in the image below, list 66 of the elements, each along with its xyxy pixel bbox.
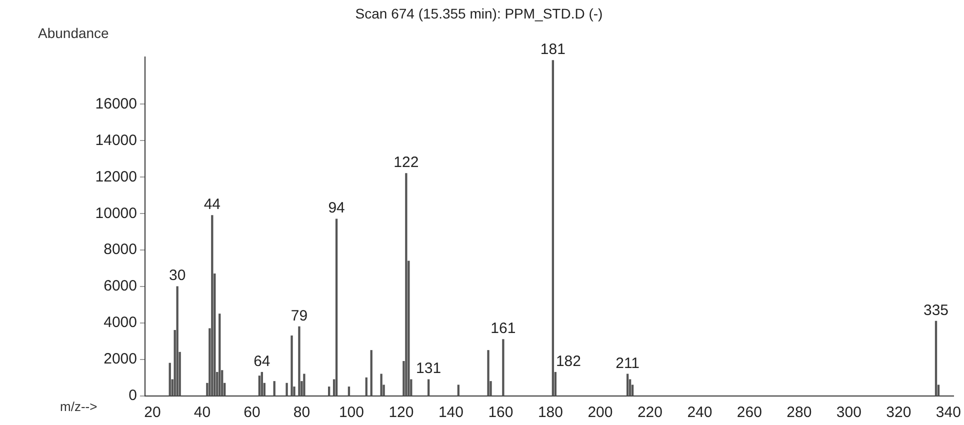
x-tick-label: 180 <box>538 404 563 422</box>
annotation: 44 <box>204 196 221 214</box>
x-tick-label: 220 <box>637 404 662 422</box>
x-tick-label: 300 <box>836 404 862 422</box>
x-tick-label: 140 <box>438 404 464 422</box>
bar <box>286 382 288 396</box>
bar <box>380 374 382 396</box>
y-tick-label: 14000 <box>95 132 137 149</box>
bar <box>211 215 214 396</box>
bar <box>328 386 330 396</box>
bar <box>502 339 504 396</box>
x-tick-label: 340 <box>936 404 961 422</box>
y-tick-label: 12000 <box>95 168 137 186</box>
bar <box>626 374 629 396</box>
bar <box>405 173 408 396</box>
annotation: 182 <box>556 352 581 370</box>
annotation: 64 <box>254 352 270 370</box>
bar <box>552 60 554 396</box>
annotation: 181 <box>540 41 566 58</box>
x-axis-title: m/z--> <box>60 399 98 414</box>
annotation: 122 <box>394 154 419 172</box>
x-tick-label: 280 <box>786 404 812 422</box>
x-tick-label: 20 <box>144 404 161 422</box>
bar <box>427 379 430 396</box>
annotation: 94 <box>328 200 345 217</box>
y-tick-label: 10000 <box>95 204 137 222</box>
annotation: 30 <box>168 267 186 284</box>
bar <box>335 218 338 396</box>
x-tick-label: 260 <box>736 404 762 422</box>
x-tick-label: 240 <box>687 404 712 422</box>
y-tick-label: 4000 <box>104 314 137 332</box>
annotation: 161 <box>490 320 516 338</box>
x-tick-label: 60 <box>244 404 260 422</box>
bar <box>273 381 276 396</box>
bar <box>365 377 368 396</box>
y-tick-label: 2000 <box>104 350 137 368</box>
y-tick-label: 6000 <box>104 278 137 295</box>
x-tick-label: 120 <box>388 404 414 422</box>
bar <box>168 362 171 396</box>
y-tick-label: 8000 <box>104 241 137 258</box>
y-axis-title: Abundance <box>38 25 109 41</box>
bar <box>298 326 300 396</box>
bar <box>457 384 460 396</box>
annotation: 79 <box>290 307 308 324</box>
bar <box>934 320 938 396</box>
bar <box>218 314 221 396</box>
annotation: 131 <box>416 360 442 378</box>
x-tick-label: 320 <box>886 404 912 422</box>
x-tick-label: 40 <box>194 404 211 422</box>
bar <box>176 286 178 396</box>
bar <box>487 350 490 396</box>
y-tick-label: 0 <box>128 387 137 404</box>
x-tick-label: 80 <box>293 404 310 422</box>
bar <box>370 350 372 396</box>
chart-title: Scan 674 (15.355 min): PPM_STD.D (-) <box>355 5 603 22</box>
annotation: 211 <box>616 354 640 372</box>
y-tick-label: 16000 <box>95 95 137 112</box>
annotation: 335 <box>924 302 949 319</box>
bar <box>260 372 263 396</box>
x-tick-label: 200 <box>588 404 613 422</box>
x-tick-label: 100 <box>338 404 364 422</box>
bar <box>258 376 261 396</box>
bar <box>290 335 293 396</box>
x-tick-label: 160 <box>488 404 514 422</box>
bar <box>348 386 350 396</box>
bar <box>303 374 306 396</box>
